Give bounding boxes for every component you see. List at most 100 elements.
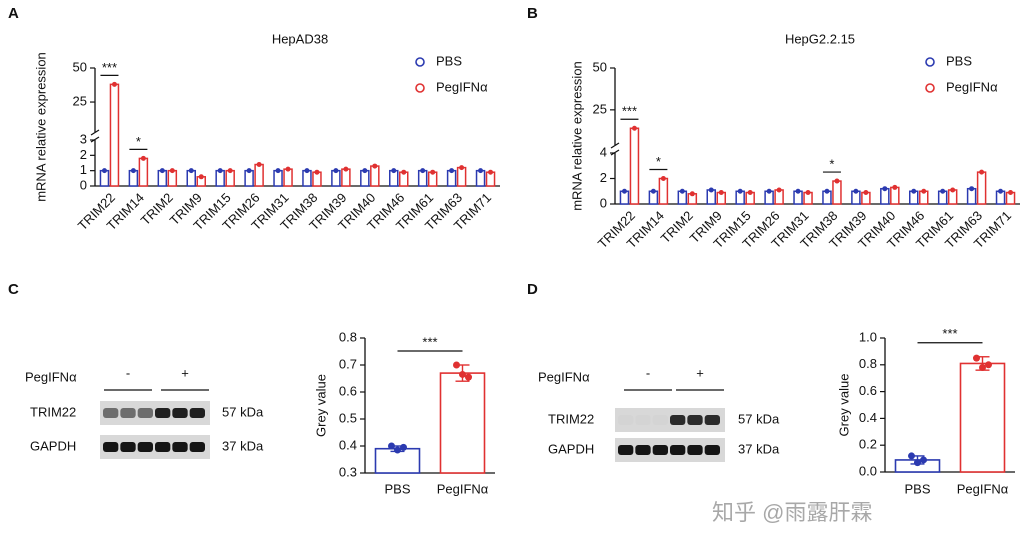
bar-dot	[776, 187, 782, 193]
bar-dot	[362, 168, 368, 174]
blot-size-label: 37 kDa	[222, 438, 264, 453]
y-tick-label: 1.0	[859, 329, 877, 344]
blot-band	[704, 445, 720, 455]
bar	[658, 177, 669, 205]
data-point	[985, 361, 992, 369]
panel-label: D	[527, 281, 538, 298]
blot-band	[120, 408, 136, 418]
y-tick-label: 1	[80, 162, 87, 177]
bar-dot	[979, 169, 985, 175]
y-axis-label: Grey value	[313, 374, 328, 437]
bar-dot	[256, 162, 262, 168]
data-point	[394, 446, 401, 454]
bar-dot	[921, 188, 927, 194]
bar-dot	[805, 190, 811, 196]
legend-label: PBS	[436, 53, 462, 68]
bar-dot	[140, 155, 146, 161]
treatment-label: PegIFNα	[538, 369, 590, 384]
bar-dot	[679, 188, 685, 194]
bar-dot	[892, 184, 898, 190]
y-tick-label: 0.0	[859, 463, 877, 478]
blot-band	[172, 442, 188, 452]
chart-title: HepG2.2.15	[785, 31, 855, 46]
blot-band	[687, 415, 703, 425]
blot-band	[155, 408, 171, 418]
x-tick-label: PBS	[384, 481, 410, 496]
blot-band	[635, 415, 651, 425]
bar-dot	[343, 166, 349, 172]
blot-band	[704, 415, 720, 425]
legend-marker	[925, 83, 935, 93]
axis-break	[610, 142, 620, 149]
legend-label: PegIFNα	[946, 79, 998, 94]
blot-size-label: 57 kDa	[222, 404, 264, 419]
bar-dot	[824, 188, 830, 194]
y-tick-label: 0.7	[339, 356, 357, 371]
bar-dot	[660, 176, 666, 181]
y-axis-label: mRNA relative expression	[569, 61, 584, 211]
minus-label: -	[646, 365, 650, 380]
y-tick-label: 0.4	[859, 410, 877, 425]
treatment-label: PegIFNα	[25, 369, 77, 384]
blot-band	[172, 408, 188, 418]
bar	[976, 171, 987, 205]
y-tick-label: 0	[600, 195, 607, 210]
x-tick-label: PBS	[904, 481, 930, 496]
bar-dot	[217, 168, 223, 174]
panel-label: C	[8, 281, 19, 298]
bar-dot	[130, 168, 136, 174]
significance-label: ***	[622, 104, 637, 119]
bar-dot	[285, 166, 291, 172]
watermark: 知乎 @雨露肝霖	[712, 500, 872, 525]
blot-band	[652, 415, 668, 425]
bar-dot	[401, 169, 407, 175]
blot-band	[103, 408, 119, 418]
blot-row-label: GAPDH	[30, 438, 76, 453]
bar-dot	[650, 188, 656, 194]
bar-dot	[478, 168, 484, 174]
bar	[138, 157, 149, 187]
y-axis-label: Grey value	[836, 374, 851, 437]
bar-dot	[391, 168, 397, 174]
bar-dot	[882, 186, 888, 192]
blot-row-label: TRIM22	[30, 404, 76, 419]
plus-label: +	[696, 365, 704, 380]
y-axis-label: mRNA relative expression	[33, 52, 48, 202]
y-tick-label: 0.5	[339, 410, 357, 425]
bar-dot	[911, 188, 917, 194]
significance-label: ***	[102, 60, 117, 75]
bar-dot	[621, 188, 627, 194]
bar-dot	[372, 163, 378, 169]
bar-dot	[198, 174, 204, 180]
bar-dot	[834, 178, 840, 184]
chart-title: HepAD38	[272, 31, 328, 46]
x-tick-label: PegIFNα	[437, 481, 489, 496]
bar	[439, 372, 486, 474]
bar	[959, 362, 1006, 473]
bar-dot	[449, 168, 455, 174]
y-tick-label: 25	[593, 101, 607, 116]
bar-dot	[159, 168, 165, 174]
bar	[254, 163, 264, 187]
bar-dot	[314, 169, 320, 175]
bar-dot	[853, 188, 859, 194]
bar-dot	[430, 169, 436, 175]
bar-dot	[969, 186, 975, 192]
bar-dot	[998, 188, 1004, 194]
blot-band	[635, 445, 651, 455]
bar-dot	[747, 190, 753, 196]
bar-dot	[275, 168, 281, 174]
bar	[341, 168, 351, 187]
bar-dot	[631, 125, 637, 131]
bar	[283, 168, 293, 187]
bar-dot	[101, 168, 107, 174]
blot-band	[618, 415, 634, 425]
y-tick-label: 0.2	[859, 437, 877, 452]
axis-break	[90, 129, 100, 136]
y-tick-label: 50	[73, 59, 87, 74]
y-tick-label: 4	[600, 144, 607, 159]
blot-band	[618, 445, 634, 455]
data-point	[973, 354, 980, 362]
panel-label: A	[8, 5, 19, 22]
legend-marker	[415, 57, 425, 67]
